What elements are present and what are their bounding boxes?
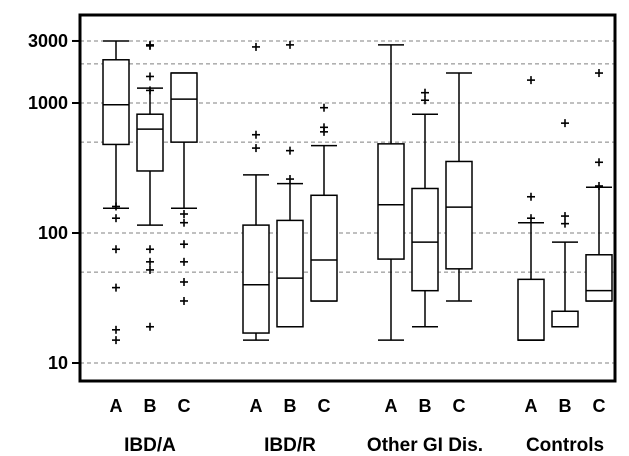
box-4-B bbox=[551, 119, 579, 328]
x-group-label: IBD/A bbox=[124, 435, 176, 456]
box-iqr bbox=[310, 194, 338, 302]
x-category-label: C bbox=[453, 396, 466, 416]
box-4-A bbox=[517, 76, 545, 341]
x-category-label: B bbox=[419, 396, 432, 416]
box-iqr bbox=[551, 310, 579, 328]
y-axis-ticks: 10 100 1000 3000 bbox=[28, 31, 80, 373]
box-iqr bbox=[445, 160, 473, 270]
x-category-label: B bbox=[559, 396, 572, 416]
x-group-label: Other GI Dis. bbox=[367, 435, 483, 456]
x-category-label: C bbox=[318, 396, 331, 416]
box-1-A bbox=[102, 40, 130, 345]
box-2-C bbox=[310, 103, 338, 302]
box-3-B bbox=[411, 88, 439, 328]
box-1-C bbox=[170, 72, 198, 305]
x-category-label: C bbox=[593, 396, 606, 416]
x-category-label: A bbox=[250, 396, 263, 416]
y-tick-label: 100 bbox=[38, 223, 68, 243]
box-iqr bbox=[170, 72, 198, 143]
x-category-label: B bbox=[144, 396, 157, 416]
box-iqr bbox=[136, 113, 164, 172]
box-4-C bbox=[585, 69, 613, 302]
box-iqr bbox=[276, 219, 304, 328]
box-2-B bbox=[276, 40, 304, 328]
x-group-label: Controls bbox=[526, 435, 604, 456]
y-tick-label: 1000 bbox=[28, 93, 68, 113]
box-iqr bbox=[411, 187, 439, 292]
boxes bbox=[102, 40, 613, 345]
x-category-label: A bbox=[385, 396, 398, 416]
box-iqr bbox=[242, 224, 270, 334]
box-2-A bbox=[242, 42, 270, 341]
x-category-label: C bbox=[178, 396, 191, 416]
x-group-label: IBD/R bbox=[264, 435, 316, 456]
gridlines bbox=[80, 40, 615, 364]
box-iqr bbox=[585, 254, 613, 302]
box-iqr bbox=[377, 143, 405, 260]
box-iqr bbox=[102, 59, 130, 146]
x-category-label: B bbox=[284, 396, 297, 416]
x-category-label: A bbox=[525, 396, 538, 416]
box-3-A bbox=[377, 44, 405, 341]
plot-frame bbox=[78, 13, 617, 383]
y-tick-label: 10 bbox=[48, 353, 68, 373]
box-1-B bbox=[136, 40, 164, 331]
box-iqr bbox=[517, 278, 545, 341]
y-tick-label: 3000 bbox=[28, 31, 68, 51]
x-category-label: A bbox=[110, 396, 123, 416]
box-3-C bbox=[445, 72, 473, 302]
